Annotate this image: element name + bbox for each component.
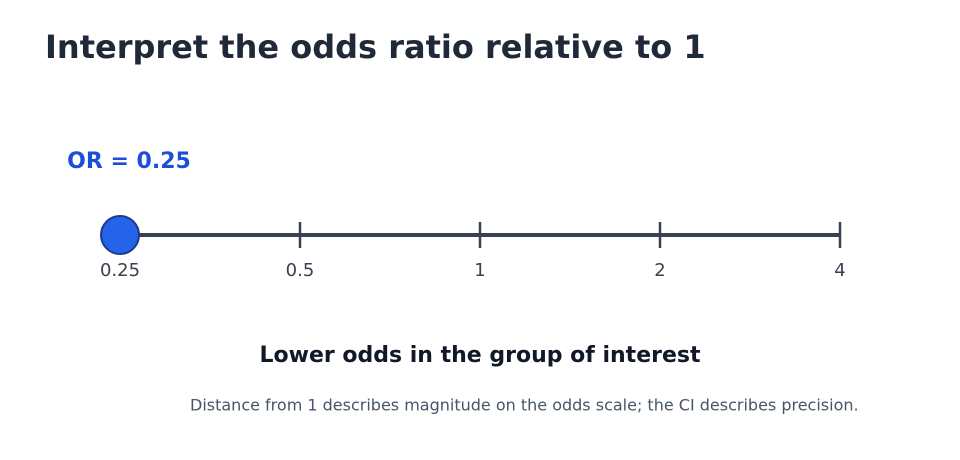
note: Distance from 1 describes magnitude on t… [190,396,859,415]
tick-label: 2 [654,260,665,281]
slider-handle[interactable] [100,215,140,255]
tick-label: 0.25 [100,260,140,281]
interpretation: Lower odds in the group of interest [259,343,701,368]
title: Interpret the odds ratio relative to 1 [45,28,706,66]
tick-label: 0.5 [286,260,315,281]
tick-label: 4 [834,260,845,281]
tick-label: 1 [474,260,485,281]
value-label: OR = 0.25 [67,149,191,174]
